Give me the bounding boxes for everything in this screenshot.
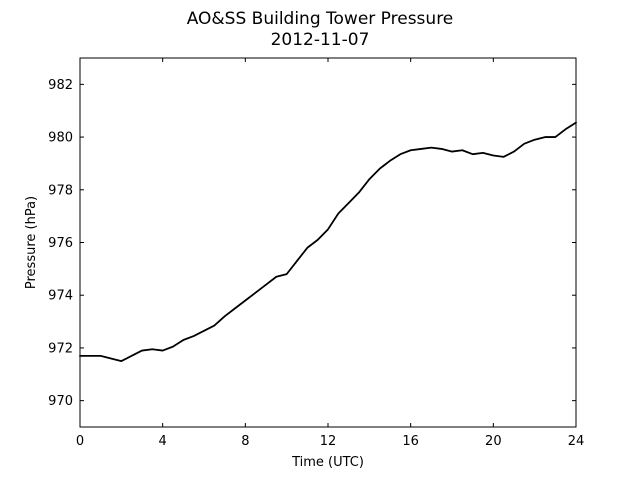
chart-title: AO&SS Building Tower Pressure <box>187 9 454 29</box>
x-tick-label: 24 <box>568 434 585 449</box>
y-tick-label: 982 <box>48 78 73 93</box>
series-line <box>79 121 577 363</box>
y-tick-label: 972 <box>48 341 73 356</box>
x-tick-label: 4 <box>159 434 167 449</box>
y-tick-label: 980 <box>48 131 73 146</box>
y-tick-label: 974 <box>48 289 73 304</box>
axis-ticks: 0 4 8 12 16 20 24 970 972 974 976 978 980 982 <box>48 58 584 449</box>
y-tick-label: 970 <box>48 394 73 409</box>
x-tick-label: 20 <box>485 434 502 449</box>
x-tick-label: 8 <box>241 434 249 449</box>
y-tick-label: 976 <box>48 236 73 251</box>
x-tick-label: 12 <box>320 434 337 449</box>
y-tick-label: 978 <box>48 183 73 198</box>
plot-frame <box>79 57 577 428</box>
x-tick-label: 16 <box>402 434 419 449</box>
chart-subtitle: 2012-11-07 <box>271 30 370 50</box>
y-axis-label: Pressure (hPa) <box>24 196 39 289</box>
x-axis-label: Time (UTC) <box>291 455 364 470</box>
series-layer <box>79 121 577 363</box>
x-tick-label: 0 <box>76 434 84 449</box>
